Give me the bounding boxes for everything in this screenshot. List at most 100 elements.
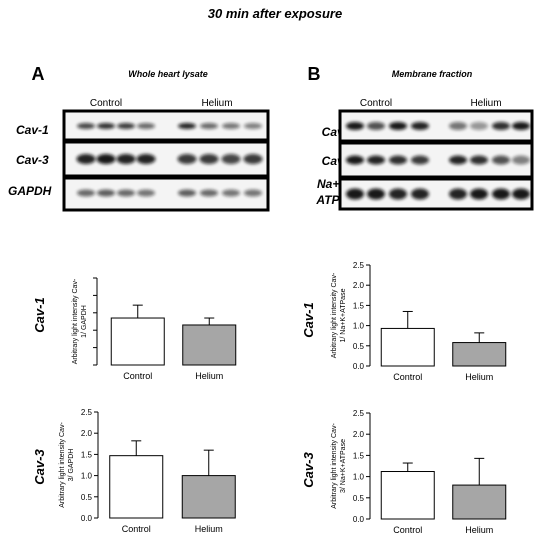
blot-band [222, 189, 240, 197]
blot-band [117, 189, 135, 197]
blot-band [221, 154, 241, 164]
panel-b-letter: B [308, 64, 321, 84]
panel-a-letter: A [32, 64, 45, 84]
bar-chart-b-cav-3: 0.0 0.5 1.0 1.5 2.0 2.5 Control Helium Arbitrary… [331, 409, 507, 533]
panel-a-group-control: Control [90, 98, 122, 109]
panel-a-group-helium: Helium [201, 98, 232, 109]
blot-band [492, 122, 510, 130]
blot-band [389, 155, 407, 165]
blot-band [96, 154, 116, 164]
y-tick-label: 1.0 [81, 472, 93, 481]
y-tick-label: 1.0 [353, 322, 365, 331]
blot-a-label-cav1: Cav-1 [16, 123, 49, 137]
blot-band [449, 122, 467, 130]
y-tick-label: 1.5 [353, 451, 365, 460]
blot-band [244, 123, 262, 129]
blot-band [243, 154, 263, 164]
x-tick-label: Control [393, 372, 422, 382]
blot-band [346, 122, 364, 130]
chart-row-label-cav1-b: Cav-1 [301, 302, 316, 337]
y-tick-label: 0.0 [353, 515, 365, 524]
bar-control [110, 317, 165, 366]
blot-band [367, 122, 385, 130]
y-tick-label: 0.0 [81, 514, 93, 523]
blot-band [411, 155, 429, 165]
x-tick-label: Helium [195, 524, 223, 533]
y-tick-label: 2.0 [353, 430, 365, 439]
blot-band [222, 123, 240, 129]
y-tick-label: 1.5 [81, 450, 93, 459]
x-tick-label: Control [122, 524, 151, 533]
blot-band [367, 155, 385, 165]
panel-a-subtitle: Whole heart lysate [128, 69, 208, 79]
y-tick-label: 2.5 [353, 409, 365, 418]
blot-band [116, 154, 136, 164]
bar-helium [182, 324, 237, 366]
blot-band [449, 155, 467, 165]
blot-band [76, 154, 96, 164]
y-tick-label: 1.5 [353, 301, 365, 310]
x-tick-label: Helium [465, 372, 493, 382]
blot-band [512, 155, 530, 165]
bar-chart-a-cav-1: Control Helium Arbitrary light intensity C… [72, 277, 237, 381]
blot-band [137, 123, 155, 129]
bar-helium [452, 342, 507, 367]
y-axis-label: Arbitrary light intensity Cav- 3/ Na+K+AT… [331, 423, 347, 509]
blot-band [178, 123, 196, 129]
blot-band [97, 123, 115, 129]
blot-band [200, 123, 218, 129]
bar-chart-a-cav-3: 0.0 0.5 1.0 1.5 2.0 2.5 Control Helium Arbitrary… [59, 408, 236, 533]
blot-band [367, 188, 385, 200]
bar-control [380, 471, 435, 520]
y-tick-label: 0.5 [353, 494, 365, 503]
y-tick-label: 2.5 [81, 408, 93, 417]
y-axis-label: Arbitrary light intensity Cav- 3/ GAPDH [59, 422, 75, 508]
x-tick-label: Control [393, 525, 422, 533]
figure-title: 30 min after exposure [208, 6, 342, 21]
blot-band [470, 188, 488, 200]
blot-band [199, 154, 219, 164]
chart-row-label-cav3-b: Cav-3 [301, 452, 316, 488]
blot-band [77, 123, 95, 129]
blot-band [136, 154, 156, 164]
blot-a-label-cav3: Cav-3 [16, 153, 49, 167]
blot-band [346, 155, 364, 165]
y-tick-label: 2.0 [81, 429, 93, 438]
blot-band [244, 189, 262, 197]
blot-band [177, 154, 197, 164]
y-tick-label: 2.5 [353, 261, 365, 270]
y-tick-label: 0.0 [353, 362, 365, 371]
blot-band [77, 189, 95, 197]
bar-chart-b-cav-1: 0.0 0.5 1.0 1.5 2.0 2.5 Control Helium Arbitrary… [331, 261, 507, 382]
x-tick-label: Control [123, 371, 152, 381]
blot-band [512, 122, 530, 130]
y-tick-label: 1.0 [353, 473, 365, 482]
y-tick-label: 2.0 [353, 281, 365, 290]
y-tick-label: 0.5 [81, 493, 93, 502]
blot-band [137, 189, 155, 197]
chart-row-label-cav1: Cav-1 [32, 297, 47, 332]
panel-b-group-control: Control [360, 98, 392, 109]
blot-band [492, 188, 510, 200]
bar-control [109, 455, 164, 519]
blot-band [411, 122, 429, 130]
blot-band [346, 188, 364, 200]
blot-band [492, 155, 510, 165]
x-tick-label: Helium [465, 525, 493, 533]
bar-helium [181, 475, 236, 519]
chart-row-label-cav3: Cav-3 [32, 449, 47, 485]
y-axis-label: Arbitrary light intensity Cav- 1/ GAPDH [72, 278, 88, 364]
panel-b-subtitle: Membrane fraction [392, 69, 473, 79]
blot-band [411, 188, 429, 200]
blot-band [512, 188, 530, 200]
blot-band [389, 188, 407, 200]
y-axis-label: Arbitrary light intensity Cav- 1/ Na+K+AT… [331, 272, 347, 358]
blot-band [389, 122, 407, 130]
blot-band [97, 189, 115, 197]
blot-band [178, 189, 196, 197]
panel-b-group-helium: Helium [470, 98, 501, 109]
bar-control [380, 327, 435, 367]
blot-band [117, 123, 135, 129]
bar-helium [452, 484, 507, 520]
